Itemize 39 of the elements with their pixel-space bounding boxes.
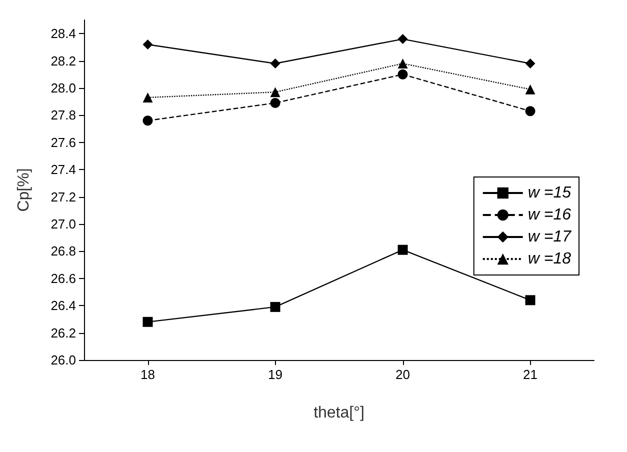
point bbox=[525, 58, 536, 69]
legend-label: w =17 bbox=[528, 228, 572, 246]
y-tick-label: 28.4 bbox=[50, 26, 76, 42]
point bbox=[142, 39, 153, 50]
point bbox=[398, 69, 408, 80]
point bbox=[525, 295, 536, 306]
y-tick-label: 28.2 bbox=[50, 53, 76, 68]
point bbox=[398, 34, 408, 44]
y-tick-label: 27.0 bbox=[50, 216, 76, 232]
y-axis-title: Cp[%] bbox=[16, 168, 32, 212]
y-tick-label: 27.6 bbox=[50, 134, 76, 150]
y-tick-label: 26.8 bbox=[50, 244, 76, 259]
y-tick-label: 26.4 bbox=[50, 298, 76, 314]
point bbox=[398, 58, 408, 69]
point bbox=[270, 58, 280, 69]
y-tick-label: 27.2 bbox=[50, 189, 76, 204]
point bbox=[142, 92, 153, 103]
point bbox=[525, 84, 536, 94]
point bbox=[270, 87, 280, 98]
legend-label: w =16 bbox=[528, 206, 572, 224]
point bbox=[525, 106, 536, 116]
y-tick-label: 26.2 bbox=[50, 325, 76, 340]
y-tick-label: 27.8 bbox=[50, 108, 76, 123]
x-tick-label: 20 bbox=[396, 367, 410, 382]
point bbox=[270, 98, 280, 108]
y-tick-label: 26.6 bbox=[50, 270, 76, 286]
x-tick-label: 21 bbox=[523, 367, 538, 382]
y-tick-label: 27.4 bbox=[50, 162, 76, 178]
y-tick-label: 28.0 bbox=[50, 80, 76, 96]
point bbox=[270, 302, 280, 312]
point bbox=[142, 316, 153, 327]
x-tick-label: 19 bbox=[268, 367, 282, 382]
x-axis-title: theta[°] bbox=[314, 404, 364, 422]
x-tick-label: 18 bbox=[140, 367, 155, 382]
point bbox=[142, 116, 153, 126]
legend-label: w =18 bbox=[528, 250, 572, 268]
legend-label: w =15 bbox=[528, 184, 572, 202]
y-tick-label: 26.0 bbox=[50, 352, 76, 368]
point bbox=[398, 244, 408, 255]
